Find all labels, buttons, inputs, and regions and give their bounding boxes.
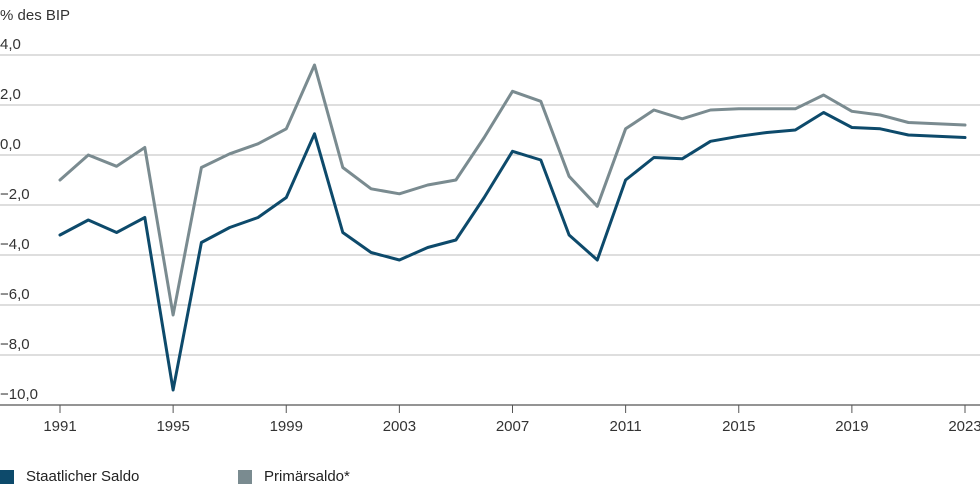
x-tick-label: 2023 [948,418,980,435]
series-line-staatlicher-saldo [58,111,967,392]
legend-label-staatlicher-saldo: Staatlicher Saldo [26,468,140,485]
y-tick-label: 0,0 [0,136,21,153]
legend-swatch-staatlicher-saldo [0,469,14,484]
series-lines [58,63,967,392]
x-tick-label: 1995 [156,418,189,435]
y-tick-label: −6,0 [0,286,30,303]
series-line-prim-rsaldo [58,63,967,317]
legend-label-primaersaldo: Primärsaldo* [264,468,350,485]
x-tick-label: 2015 [722,418,755,435]
y-axis-label: % des BIP [0,7,70,24]
x-tick-label: 2003 [383,418,416,435]
y-tick-label: −2,0 [0,186,30,203]
y-tick-labels: 4,0 2,0 0,0 −2,0 −4,0 −6,0 −8,0 −10,0 [0,36,38,403]
y-tick-label: −4,0 [0,236,30,253]
legend-item-primaersaldo: Primärsaldo* [238,468,350,485]
x-tick-label: 2019 [835,418,868,435]
legend-item-staatlicher-saldo: Staatlicher Saldo [0,468,139,485]
x-tick-label: 1999 [270,418,303,435]
y-tick-label: −10,0 [0,386,38,403]
y-tick-label: 4,0 [0,36,21,53]
y-tick-label: −8,0 [0,336,30,353]
x-axis: 1991 1995 1999 2003 2007 2011 2015 2019 2023 [43,405,980,435]
x-tick-label: 2011 [609,418,641,435]
x-tick-label: 1991 [43,418,76,435]
y-tick-label: 2,0 [0,86,21,103]
legend-swatch-primaersaldo [238,469,252,484]
x-tick-label: 2007 [496,418,529,435]
